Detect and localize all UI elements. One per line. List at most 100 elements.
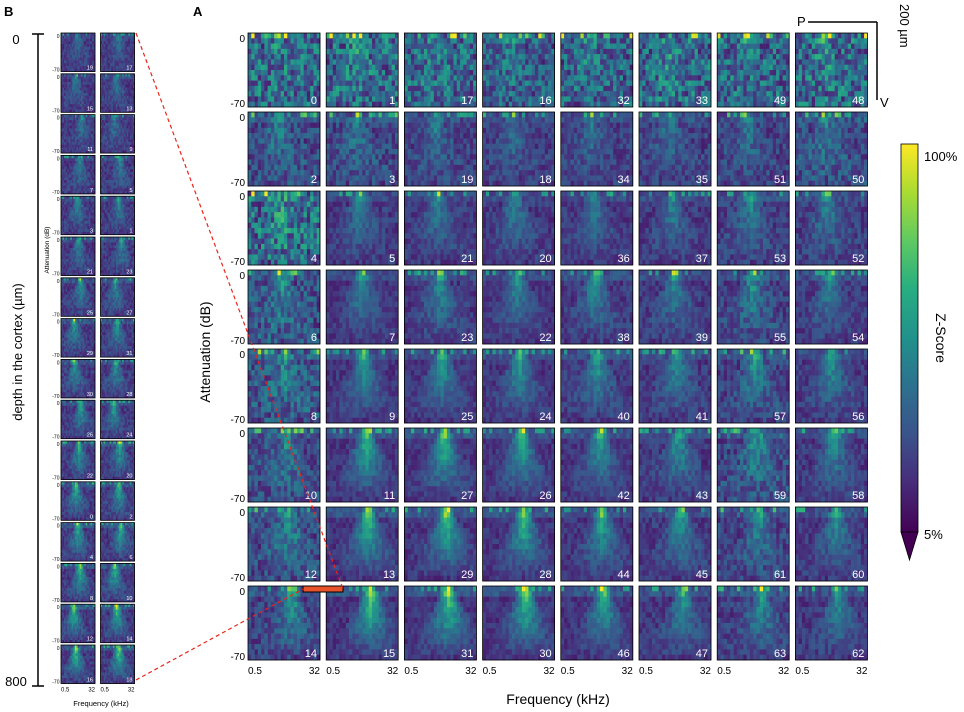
heatmap-cell [506, 54, 510, 60]
heatmap-cell [740, 144, 744, 150]
heatmap-cell [597, 70, 601, 76]
heatmap-cell [825, 170, 829, 176]
heatmap-cell [564, 128, 568, 134]
heatmap-cell [783, 117, 787, 123]
heatmap-cell [662, 123, 666, 129]
heatmap-cell [460, 86, 464, 92]
heatmap-cell [427, 165, 431, 171]
heatmap-cell [649, 170, 653, 176]
heatmap-cell [304, 181, 308, 187]
heatmap-cell [486, 65, 490, 71]
heatmap-cell [333, 123, 337, 129]
heatmap-cell [594, 175, 598, 181]
heatmap-cell [649, 81, 653, 87]
heatmap-cell [362, 181, 366, 187]
heatmap-cell [652, 149, 656, 155]
heatmap-cell [463, 165, 467, 171]
heatmap-cell [277, 123, 281, 129]
heatmap-cell [492, 144, 496, 150]
heatmap-cell [691, 54, 695, 60]
heatmap-cell [717, 181, 721, 187]
heatmap-cell [467, 149, 471, 155]
heatmap-cell [567, 38, 571, 44]
heatmap-cell [382, 65, 386, 71]
heatmap-cell [431, 181, 435, 187]
heatmap-cell [835, 38, 839, 44]
heatmap-cell [808, 144, 812, 150]
heatmap-cell [313, 59, 317, 65]
heatmap-cell [822, 96, 826, 102]
heatmap-cell [326, 133, 330, 139]
heatmap-cell [492, 75, 496, 81]
heatmap-cell [701, 81, 705, 87]
heatmap-cell [607, 86, 611, 92]
heatmap-cell [349, 33, 353, 39]
heatmap-cell [525, 175, 529, 181]
heatmap-cell [291, 181, 295, 187]
heatmap-cell [646, 160, 650, 166]
heatmap-cell [388, 160, 392, 166]
heatmap-cell [424, 117, 428, 123]
heatmap-cell [339, 54, 343, 60]
heatmap-cell [434, 81, 438, 87]
heatmap-cell [457, 149, 461, 155]
heatmap-cell [698, 144, 702, 150]
heatmap-cell [369, 81, 373, 87]
heatmap-cell [672, 144, 676, 150]
heatmap-cell [724, 117, 728, 123]
heatmap-cell [662, 175, 666, 181]
heatmap-cell [802, 96, 806, 102]
heatmap-cell [287, 123, 291, 129]
heatmap-cell [698, 81, 702, 87]
heatmap-cell [734, 49, 738, 55]
heatmap-cell [336, 128, 340, 134]
heatmap-cell [450, 165, 454, 171]
heatmap-cell [646, 49, 650, 55]
heatmap-cell [613, 65, 617, 71]
heatmap-cell [313, 49, 317, 55]
heatmap-cell [467, 65, 471, 71]
heatmap-cell [382, 181, 386, 187]
heatmap-cell [701, 112, 705, 118]
heatmap-cell [375, 160, 379, 166]
heatmap-cell [506, 86, 510, 92]
heatmap-cell [284, 33, 288, 39]
heatmap-cell [730, 86, 734, 92]
heatmap-cell [818, 165, 822, 171]
heatmap-cell [417, 33, 421, 39]
heatmap-cell [623, 54, 627, 60]
heatmap-cell [603, 59, 607, 65]
heatmap-cell [489, 128, 493, 134]
heatmap-cell [828, 59, 832, 65]
heatmap-cell [411, 33, 415, 39]
channel-number-label: 19 [461, 174, 473, 186]
heatmap-cell [365, 75, 369, 81]
heatmap-cell [610, 181, 614, 187]
heatmap-cell [603, 170, 607, 176]
heatmap-cell [600, 49, 604, 55]
heatmap-cell [339, 165, 343, 171]
heatmap-cell [682, 96, 686, 102]
heatmap-cell [506, 96, 510, 102]
heatmap-cell [470, 112, 474, 118]
heatmap-cell [613, 144, 617, 150]
heatmap-cell [268, 128, 272, 134]
heatmap-cell [574, 181, 578, 187]
heatmap-cell [268, 102, 272, 108]
heatmap-cell [251, 112, 255, 118]
heatmap-cell [600, 154, 604, 160]
heatmap-cell [255, 128, 259, 134]
heatmap-cell [626, 33, 630, 39]
heatmap-cell [610, 133, 614, 139]
heatmap-cell [851, 112, 855, 118]
heatmap-cell [773, 33, 777, 39]
heatmap-cell [695, 70, 699, 76]
heatmap-cell [587, 70, 591, 76]
heatmap-cell [392, 165, 396, 171]
heatmap-cell [535, 81, 539, 87]
heatmap-cell [577, 96, 581, 102]
heatmap-cell [600, 44, 604, 50]
heatmap-cell [747, 117, 751, 123]
heatmap-cell [835, 49, 839, 55]
heatmap-cell [440, 133, 444, 139]
